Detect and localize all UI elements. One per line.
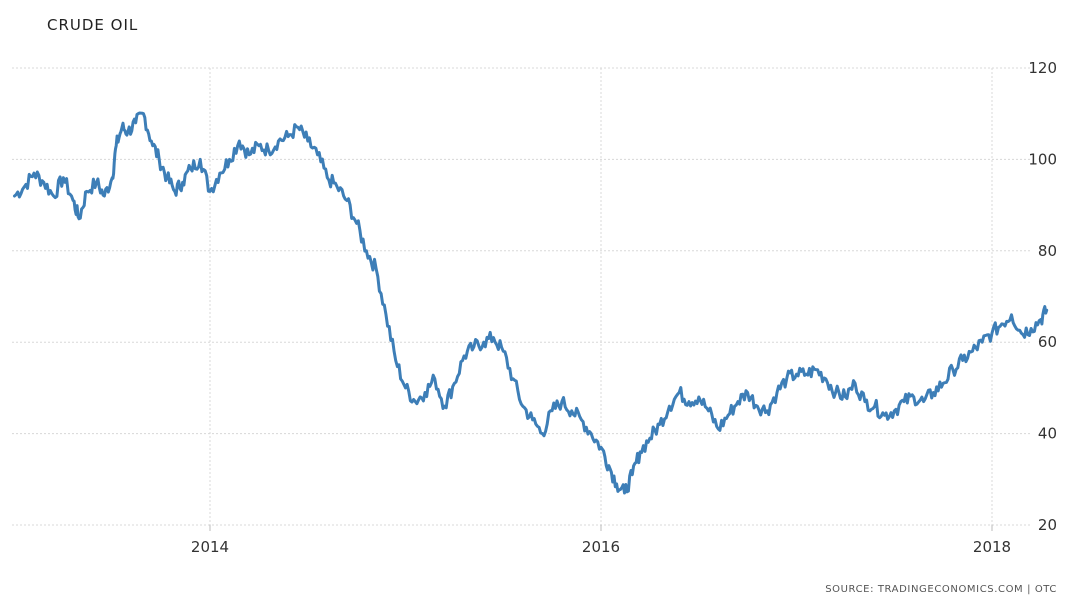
- y-tick-label: 20: [1038, 516, 1057, 534]
- x-tick-label: 2014: [191, 538, 229, 556]
- y-tick-label: 60: [1038, 333, 1057, 351]
- y-tick-label: 80: [1038, 242, 1057, 260]
- x-axis-ticks: 2014 2016 2018: [191, 538, 1011, 556]
- chart-title: CRUDE OIL: [47, 16, 138, 34]
- y-axis-ticks: 20 40 60 80 100 120: [1028, 59, 1057, 534]
- series-layer: [13, 111, 1049, 495]
- y-tick-label: 100: [1028, 150, 1057, 168]
- y-tick-label: 120: [1028, 59, 1057, 77]
- grid-layer: [12, 67, 1030, 531]
- x-tick-label: 2018: [973, 538, 1011, 556]
- y-tick-label: 40: [1038, 425, 1057, 443]
- x-tick-label: 2016: [582, 538, 620, 556]
- crude-oil-price-line: [13, 111, 1049, 495]
- chart-source: SOURCE: TRADINGECONOMICS.COM | OTC: [825, 584, 1057, 595]
